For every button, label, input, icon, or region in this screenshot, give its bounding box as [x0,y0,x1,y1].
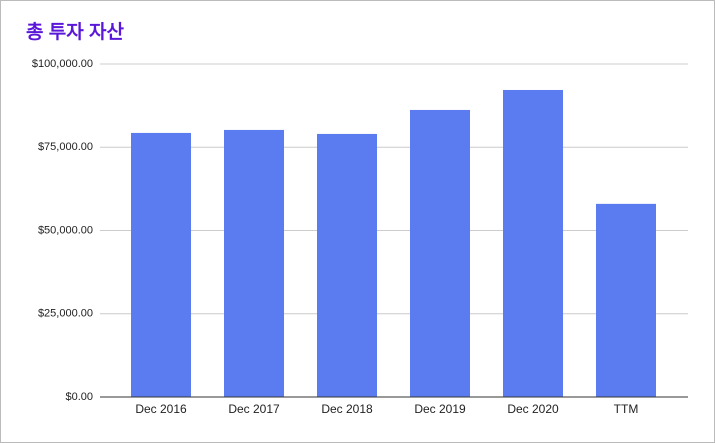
x-tick-label: Dec 2018 [321,402,373,416]
y-tick-label: $100,000.00 [32,58,93,70]
y-tick-label: $25,000.00 [38,308,93,320]
y-tick-label: $50,000.00 [38,224,93,236]
y-tick-label: $0.00 [65,391,93,403]
y-tick-label: $75,000.00 [38,141,93,153]
chart-title: 총 투자 자산 [26,21,124,43]
x-tick-label: TTM [614,402,639,416]
x-tick-label: Dec 2019 [414,402,466,416]
x-tick-label: Dec 2020 [507,402,559,416]
bar [224,129,284,397]
bar [410,109,470,397]
x-tick-label: Dec 2017 [228,402,280,416]
bar [131,132,191,397]
bar [596,203,656,397]
x-tick-label: Dec 2016 [135,402,187,416]
bar [317,133,377,397]
bar [503,89,563,397]
